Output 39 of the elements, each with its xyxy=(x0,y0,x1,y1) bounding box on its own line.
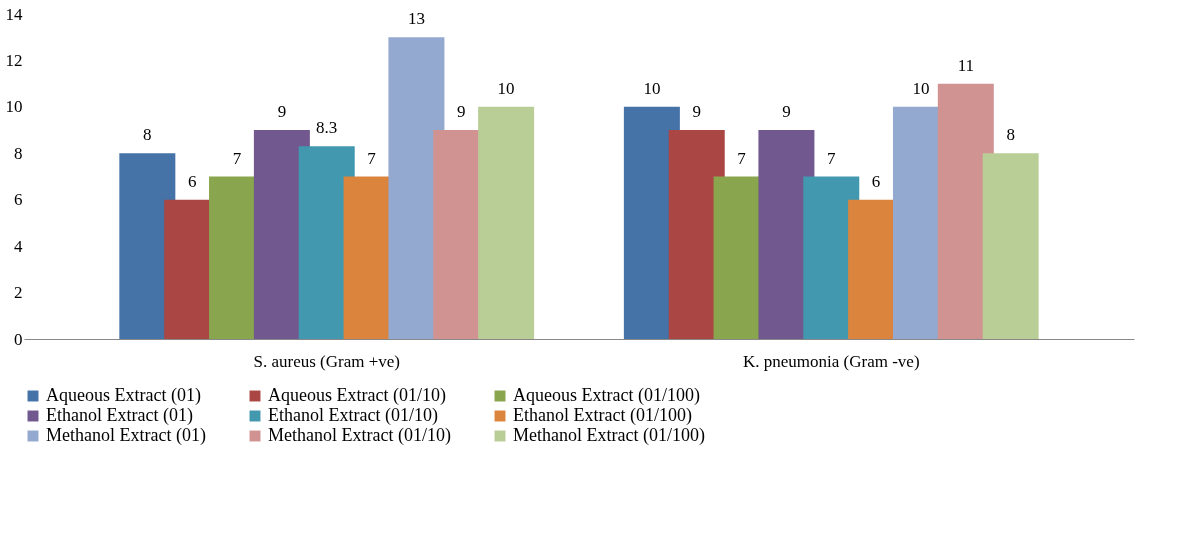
legend-label: Ethanol Extract (01/10) xyxy=(268,405,438,426)
x-tick-label: K. pneumonia (Gram -ve) xyxy=(742,351,920,371)
y-tick-label: 0 xyxy=(14,329,23,349)
y-tick-label: 2 xyxy=(14,283,23,303)
y-tick-label: 12 xyxy=(5,50,23,70)
data-label: 7 xyxy=(737,148,747,168)
data-label: 8 xyxy=(1006,125,1015,145)
data-label: 9 xyxy=(277,102,287,122)
data-label: 7 xyxy=(232,148,242,168)
y-tick-label: 8 xyxy=(14,143,23,163)
data-label: 7 xyxy=(827,148,837,168)
legend-label: Ethanol Extract (01) xyxy=(46,405,193,426)
data-label: 13 xyxy=(407,9,425,29)
y-tick-label: 6 xyxy=(14,190,23,210)
bar xyxy=(478,106,535,339)
legend-label: Aqueous Extract (01/100) xyxy=(513,385,700,406)
legend-label: Ethanol Extract (01/100) xyxy=(513,405,692,426)
data-label: 10 xyxy=(912,78,930,98)
data-label: 8.3 xyxy=(316,118,338,138)
legend-label: Aqueous Extract (01/10) xyxy=(268,385,446,406)
legend-label: Methanol Extract (01/100) xyxy=(513,425,705,446)
data-label: 11 xyxy=(957,55,975,75)
data-label: 9 xyxy=(692,102,701,122)
x-tick-label: S. aureus (Gram +ve) xyxy=(253,351,400,371)
data-label: 7 xyxy=(367,148,377,168)
data-label: 9 xyxy=(782,102,791,122)
data-label: 8 xyxy=(143,125,152,145)
data-label: 10 xyxy=(643,78,661,98)
y-tick-label: 10 xyxy=(5,97,23,117)
legend-label: Methanol Extract (01/10) xyxy=(268,425,451,446)
y-tick-label: 4 xyxy=(14,236,23,256)
data-label: 10 xyxy=(497,78,515,98)
data-label: 6 xyxy=(187,171,197,191)
y-tick-label: 14 xyxy=(5,4,23,24)
bar xyxy=(982,153,1039,339)
data-label: 6 xyxy=(871,171,881,191)
legend-label: Methanol Extract (01) xyxy=(46,425,206,446)
legend-label: Aqueous Extract (01) xyxy=(46,385,201,406)
data-label: 9 xyxy=(457,102,466,122)
